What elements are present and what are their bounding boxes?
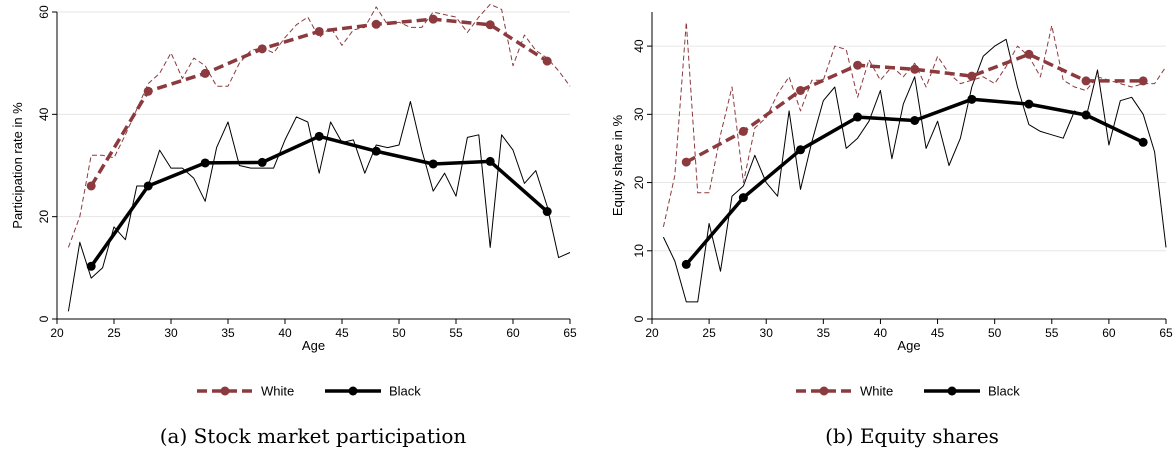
x-tick-label: 45	[335, 326, 349, 340]
data-point	[853, 112, 863, 122]
y-tick-label: 40	[37, 107, 51, 121]
data-point	[967, 71, 977, 81]
legend-marker-black	[348, 386, 358, 396]
y-tick-label: 20	[632, 176, 646, 190]
data-point	[853, 60, 863, 70]
x-tick-label: 30	[164, 326, 178, 340]
series-line-black-annual	[67, 101, 571, 312]
data-point	[795, 145, 805, 155]
series-line-white-annual	[67, 3, 571, 248]
panel-a: 0 20 40 60 20 25 30 35 40 45 50 55 60 65 Age Participat…	[10, 3, 577, 448]
x-tick-label: 30	[760, 326, 774, 340]
x-tick-label: 35	[221, 326, 235, 340]
data-point	[1081, 76, 1091, 86]
y-tick-label: 0	[37, 315, 51, 322]
x-tick-label: 25	[702, 326, 716, 340]
y-tick-label: 40	[632, 39, 646, 53]
data-point	[681, 157, 691, 167]
data-point	[542, 56, 552, 66]
legend-marker-white	[819, 386, 829, 396]
data-point	[428, 14, 438, 24]
data-point	[371, 19, 381, 29]
x-tick-label: 55	[1045, 326, 1059, 340]
data-point	[1138, 137, 1148, 147]
data-point	[1024, 99, 1034, 109]
data-point	[143, 86, 153, 96]
data-point	[485, 20, 495, 30]
figure-caption: (a) Stock market participation	[160, 424, 467, 448]
data-point	[795, 85, 805, 95]
legend-label-black: Black	[988, 384, 1020, 399]
x-tick-label: 45	[931, 326, 945, 340]
y-tick-label: 0	[632, 315, 646, 322]
series-line-white-annual	[662, 21, 1167, 228]
data-point	[485, 156, 495, 166]
data-point	[1138, 76, 1148, 86]
data-point	[86, 261, 96, 271]
legend-marker-black	[947, 386, 957, 396]
data-point	[910, 115, 920, 125]
data-point	[143, 181, 153, 191]
x-tick-label: 40	[278, 326, 292, 340]
series-line-black	[89, 134, 549, 268]
data-point	[314, 26, 324, 36]
x-tick-label: 35	[817, 326, 831, 340]
data-point	[738, 126, 748, 136]
x-axis-title: Age	[897, 338, 920, 353]
data-point	[428, 159, 438, 169]
x-tick-label: 60	[1102, 326, 1116, 340]
data-point	[910, 64, 920, 74]
data-point	[1024, 49, 1034, 59]
y-tick-label: 20	[37, 210, 51, 224]
x-tick-label: 25	[107, 326, 121, 340]
data-point	[542, 207, 552, 217]
x-tick-label: 50	[392, 326, 406, 340]
legend-marker-white	[220, 386, 230, 396]
data-point	[1081, 110, 1091, 120]
x-tick-label: 20	[50, 326, 64, 340]
figure-caption: (b) Equity shares	[825, 424, 999, 448]
series-line-black-annual	[662, 38, 1167, 303]
data-point	[967, 94, 977, 104]
y-tick-label: 30	[632, 107, 646, 121]
legend-label-black: Black	[389, 384, 421, 399]
data-point	[200, 68, 210, 78]
data-point	[257, 157, 267, 167]
data-point	[200, 158, 210, 168]
x-tick-label: 40	[874, 326, 888, 340]
x-tick-label: 60	[506, 326, 520, 340]
x-tick-label: 50	[988, 326, 1002, 340]
panel-b: 0 10 20 30 40 20 25 30 35 40 45 50 55 60 65 Age Equity s…	[610, 12, 1173, 448]
x-axis-title: Age	[302, 338, 325, 353]
y-axis-title: Equity share in %	[610, 114, 625, 216]
legend-label-white: White	[860, 384, 893, 399]
data-point	[738, 193, 748, 203]
x-tick-label: 65	[1159, 326, 1173, 340]
legend-label-white: White	[261, 384, 294, 399]
data-point	[314, 131, 324, 141]
x-tick-label: 20	[645, 326, 659, 340]
x-tick-label: 55	[449, 326, 463, 340]
y-tick-label: 60	[37, 5, 51, 19]
data-point	[681, 259, 691, 269]
x-tick-label: 65	[563, 326, 577, 340]
y-axis-title: Participation rate in %	[10, 102, 25, 229]
y-tick-label: 10	[632, 244, 646, 258]
data-point	[257, 44, 267, 54]
data-point	[86, 181, 96, 191]
data-point	[371, 146, 381, 156]
